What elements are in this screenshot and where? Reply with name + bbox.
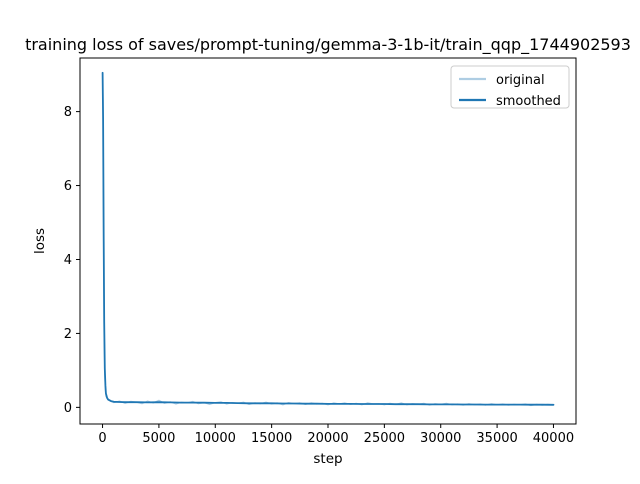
x-tick-label: 30000 — [420, 431, 461, 446]
y-tick-label: 8 — [64, 105, 72, 120]
series-line-smoothed — [101, 71, 555, 406]
legend-box — [450, 65, 570, 109]
x-axis-ticks: 0 5000 10000 15000 20000 25000 30000 35000 40000 — [98, 424, 574, 446]
x-tick-label: 25000 — [364, 431, 405, 446]
legend: original smoothed — [450, 65, 570, 109]
series-lines — [101, 71, 555, 407]
x-tick-label: 0 — [98, 431, 106, 446]
y-tick-label: 2 — [64, 327, 72, 342]
chart-title: training loss of saves/prompt-tuning/gem… — [25, 35, 631, 55]
y-tick-label: 0 — [64, 401, 72, 416]
legend-label-original: original — [496, 73, 545, 88]
x-tick-label: 5000 — [142, 431, 175, 446]
y-axis-ticks: 0 2 4 6 8 — [64, 105, 80, 416]
x-axis-label: step — [313, 451, 342, 467]
y-axis-label: loss — [32, 228, 48, 254]
x-tick-label: 20000 — [307, 431, 348, 446]
y-tick-label: 6 — [64, 179, 72, 194]
x-tick-label: 15000 — [251, 431, 292, 446]
legend-label-smoothed: smoothed — [496, 94, 561, 109]
x-tick-label: 10000 — [195, 431, 236, 446]
x-tick-label: 35000 — [476, 431, 517, 446]
x-tick-label: 40000 — [533, 431, 574, 446]
y-tick-label: 4 — [64, 253, 72, 268]
